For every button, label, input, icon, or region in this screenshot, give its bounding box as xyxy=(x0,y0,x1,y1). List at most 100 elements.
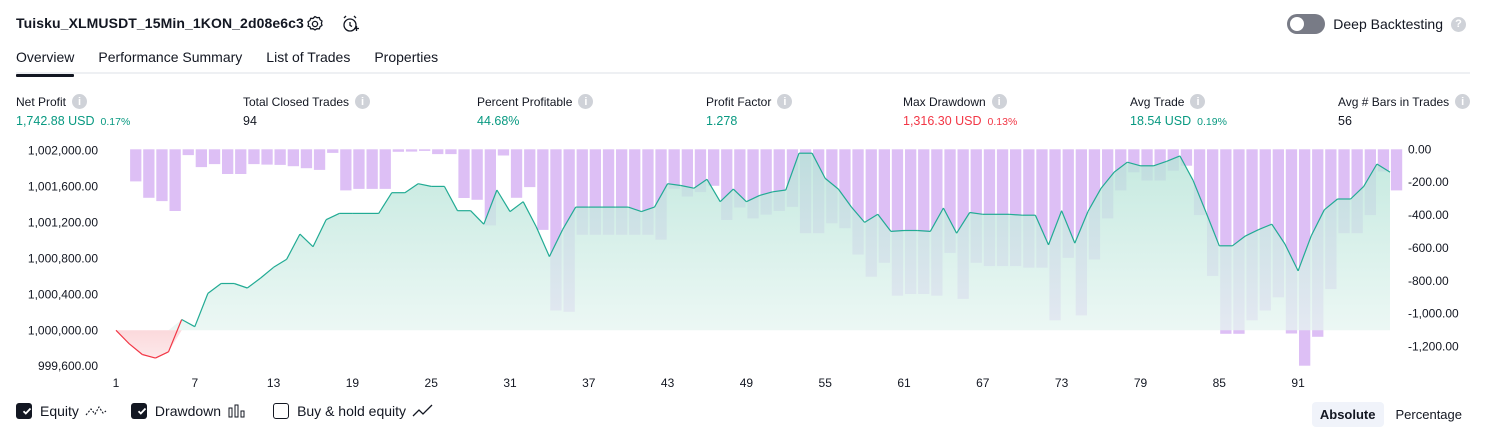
equity-line-segment xyxy=(837,188,852,208)
help-icon[interactable]: i xyxy=(72,94,88,109)
drawdown-bar xyxy=(747,149,759,219)
metric-label: Avg # Bars in Trades xyxy=(1338,94,1450,109)
drawdown-bar xyxy=(405,149,418,152)
drawdown-bar xyxy=(550,149,562,311)
legend-drawdown[interactable]: Drawdown xyxy=(130,403,249,419)
equity-line-segment xyxy=(142,353,156,359)
help-icon[interactable]: i xyxy=(991,94,1007,109)
equity-checkbox[interactable] xyxy=(16,403,32,419)
deep-backtesting-label: Deep Backtesting xyxy=(1333,16,1443,32)
drawdown-bar xyxy=(1390,149,1403,191)
equity-line-segment xyxy=(1284,243,1299,272)
drawdown-bar xyxy=(839,149,851,229)
drawdown-bar xyxy=(1036,149,1048,268)
equity-line-segment xyxy=(470,210,485,225)
equity-line-segment xyxy=(851,206,866,223)
legend-buy-hold[interactable]: Buy & hold equity xyxy=(273,403,434,419)
tab-performance-summary[interactable]: Performance Summary xyxy=(98,49,243,65)
tab-properties[interactable]: Properties xyxy=(374,49,439,65)
drawdown-bar xyxy=(156,149,168,202)
equity-line-segment xyxy=(746,194,760,203)
x-axis-tick-label: 91 xyxy=(1291,376,1305,390)
x-axis-tick-label: 43 xyxy=(661,376,675,390)
equity-line-segment xyxy=(890,229,905,232)
metric-value: 1.278 xyxy=(706,114,738,128)
drawdown-bar xyxy=(1220,149,1232,334)
equity-line-segment xyxy=(1166,155,1181,162)
drawdown-bar xyxy=(616,149,628,235)
equity-line-segment xyxy=(1074,211,1089,244)
equity-line-icon xyxy=(85,405,107,416)
x-axis-tick-label: 31 xyxy=(503,376,517,390)
right-axis-tick-label: -400.00 xyxy=(1408,208,1449,222)
help-icon[interactable]: ? xyxy=(1451,16,1466,32)
drawdown-bar xyxy=(852,149,864,255)
toggle-knob xyxy=(1290,17,1305,31)
drawdown-bar xyxy=(235,149,247,174)
drawdown-bar xyxy=(1207,149,1219,276)
drawdown-bar xyxy=(1351,149,1363,234)
drawdown-bar xyxy=(1285,149,1298,334)
legend-equity[interactable]: Equity xyxy=(16,403,107,419)
equity-line-segment xyxy=(1153,160,1167,167)
equity-line-segment xyxy=(772,189,786,193)
help-icon[interactable]: i xyxy=(578,94,594,109)
help-icon[interactable]: i xyxy=(777,94,793,109)
drawdown-bar xyxy=(865,149,877,277)
metric-label: Net Profit xyxy=(16,94,67,109)
metric-profit-factor: Profit Factor i 1.278 xyxy=(706,94,793,128)
equity-line-segment xyxy=(155,351,169,359)
equity-line-segment xyxy=(535,226,550,257)
drawdown-bar xyxy=(419,149,431,151)
right-axis-tick-label: -200.00 xyxy=(1408,175,1449,189)
drawdown-bar xyxy=(1338,149,1350,234)
percentage-mode-button[interactable]: Percentage xyxy=(1395,407,1463,422)
equity-line-segment xyxy=(1297,235,1312,272)
x-axis-tick-label: 25 xyxy=(425,376,439,390)
tab-overview[interactable]: Overview xyxy=(16,48,75,77)
equity-line-segment xyxy=(1350,185,1365,200)
drawdown-bar xyxy=(432,149,444,155)
absolute-mode-button[interactable]: Absolute xyxy=(1311,402,1384,427)
equity-line-segment xyxy=(325,212,340,221)
equity-line-segment xyxy=(877,213,892,232)
settings-icon[interactable] xyxy=(304,13,326,35)
equity-line-segment xyxy=(706,178,721,203)
help-icon[interactable]: i xyxy=(1190,94,1206,109)
equity-line-segment xyxy=(562,206,577,230)
equity-line-segment xyxy=(653,183,669,208)
equity-line-segment xyxy=(1258,223,1273,231)
help-icon[interactable]: i xyxy=(355,94,371,109)
drawdown-bar xyxy=(668,149,680,189)
equity-line-segment xyxy=(1047,210,1063,246)
equity-line-segment xyxy=(693,178,708,189)
equity-line-segment xyxy=(628,206,642,213)
drawdown-bar xyxy=(642,149,654,235)
deep-backtesting: Deep Backtesting ? xyxy=(1287,14,1466,34)
drawdown-bar xyxy=(1010,149,1022,267)
x-axis-tick-label: 13 xyxy=(267,376,281,390)
tab-list-of-trades[interactable]: List of Trades xyxy=(266,49,351,65)
equity-line-segment xyxy=(378,192,393,214)
drawdown-bar xyxy=(274,149,286,165)
drawdown-bar xyxy=(576,149,588,235)
right-axis-tick-label: -1,000.00 xyxy=(1408,307,1459,321)
metric-value: 94 xyxy=(243,114,257,128)
equity-negative-area xyxy=(116,330,1390,359)
buy-hold-checkbox[interactable] xyxy=(273,403,290,419)
equity-label: Equity xyxy=(40,403,79,419)
drawdown-checkbox[interactable] xyxy=(130,403,147,419)
drawdown-bar xyxy=(602,149,615,235)
drawdown-bar xyxy=(392,149,404,152)
help-icon[interactable]: i xyxy=(1455,94,1471,109)
drawdown-bar xyxy=(773,149,785,211)
equity-line-segment xyxy=(732,188,747,203)
x-axis-tick-label: 61 xyxy=(897,376,911,390)
deep-backtesting-toggle[interactable] xyxy=(1287,14,1326,34)
drawdown-bar xyxy=(1180,149,1193,166)
add-alert-icon[interactable] xyxy=(340,13,362,35)
drawdown-bar xyxy=(169,149,181,211)
left-axis-tick-label: 999,600.00 xyxy=(38,359,98,373)
drawdown-bar xyxy=(1023,149,1035,268)
equity-line-segment xyxy=(1009,213,1023,216)
